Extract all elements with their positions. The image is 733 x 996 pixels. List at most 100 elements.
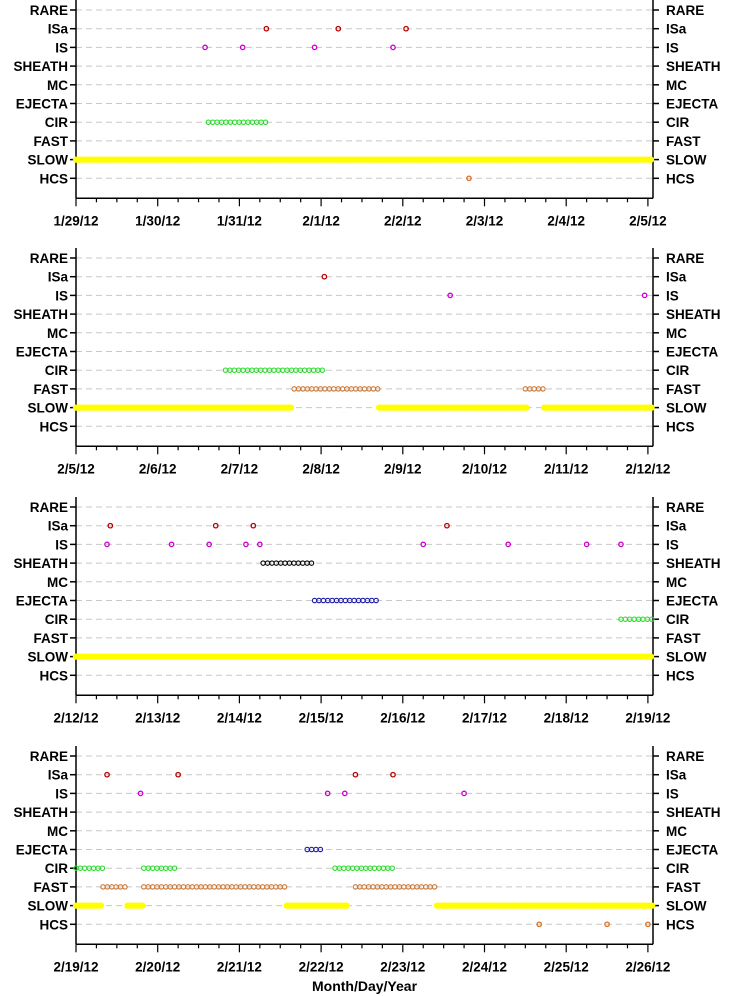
category-label-right: CIR (666, 861, 690, 876)
category-label-left: SLOW (28, 401, 69, 416)
category-label-right: EJECTA (666, 97, 719, 112)
category-label-left: SLOW (28, 153, 69, 168)
category-label-right: ISa (666, 519, 687, 534)
data-point (373, 597, 379, 604)
data-point (240, 119, 247, 125)
category-label-left: SHEATH (13, 556, 68, 571)
data-point-is (618, 541, 624, 548)
data-point (99, 865, 106, 871)
category-label-right: IS (666, 537, 679, 552)
category-label-left: SHEATH (13, 805, 68, 820)
category-label-right: ISa (666, 270, 687, 285)
data-point-isa (104, 771, 110, 778)
x-tick-label: 2/18/12 (544, 710, 589, 725)
data-point-is (461, 790, 467, 797)
data-point-hcs (466, 175, 472, 182)
segment-slow (375, 404, 530, 411)
data-point (281, 884, 288, 890)
category-label-right: IS (666, 786, 679, 801)
data-point (317, 846, 324, 853)
category-label-right: SLOW (666, 899, 707, 914)
segment-cir (332, 865, 395, 871)
x-tick-label: 2/2/12 (384, 213, 422, 228)
category-label-right: RARE (666, 500, 704, 515)
data-point-is (420, 541, 427, 548)
category-label-right: HCS (666, 917, 695, 932)
data-point (523, 404, 530, 411)
data-point-is (341, 790, 348, 797)
data-point-isa (263, 25, 270, 32)
category-label-right: MC (666, 78, 687, 93)
data-point (211, 884, 217, 890)
category-label-right: ISa (666, 22, 687, 37)
category-label-left: MC (47, 78, 68, 93)
category-label-right: IS (666, 40, 679, 55)
data-point-is (137, 790, 144, 797)
category-label-right: SHEATH (666, 307, 721, 322)
category-label-left: IS (55, 537, 68, 552)
data-point-is (202, 44, 208, 51)
category-label-right: MC (666, 824, 687, 839)
category-label-right: RARE (666, 749, 704, 764)
x-tick-label: 2/25/12 (544, 959, 589, 974)
data-point (540, 386, 546, 392)
data-point (141, 884, 147, 890)
category-label-right: CIR (666, 115, 690, 130)
category-label-right: FAST (666, 134, 701, 149)
category-label-right: RARE (666, 251, 704, 266)
data-point (389, 865, 395, 871)
data-point (330, 386, 337, 392)
x-axis-label: Month/Day/Year (312, 978, 418, 994)
category-label-left: CIR (45, 861, 69, 876)
data-point-hcs (645, 921, 651, 928)
data-point (319, 367, 326, 373)
data-point-isa (390, 771, 396, 778)
category-label-right: SHEATH (666, 556, 721, 571)
data-point (648, 902, 656, 909)
category-label-left: HCS (39, 668, 68, 683)
segment-slow (72, 404, 295, 411)
data-point (341, 865, 347, 871)
x-tick-label: 1/30/12 (135, 213, 180, 228)
x-tick-label: 2/12/12 (625, 461, 670, 476)
data-point-isa (335, 25, 342, 32)
data-point (291, 560, 297, 566)
data-point-is (168, 541, 175, 548)
category-label-right: SHEATH (666, 805, 721, 820)
category-label-right: EJECTA (666, 843, 719, 858)
category-label-left: RARE (30, 749, 68, 764)
segment-slow (72, 902, 105, 909)
data-point (231, 367, 238, 373)
category-label-right: SLOW (666, 650, 707, 665)
x-tick-label: 2/17/12 (462, 710, 507, 725)
data-point (647, 156, 655, 163)
panel-3: RARE RARE ISa ISa IS IS SHEATH SHEATH MC MC EJECTA… (13, 497, 721, 725)
x-tick-label: 2/19/12 (625, 710, 670, 725)
category-label-right: CIR (666, 363, 690, 378)
segment-slow (72, 156, 655, 163)
segment-cir (141, 865, 178, 871)
category-label-left: SLOW (28, 650, 69, 665)
data-point (141, 865, 147, 871)
category-label-left: IS (55, 40, 68, 55)
data-point-is (256, 541, 263, 548)
data-point (648, 616, 655, 622)
category-label-left: RARE (30, 251, 68, 266)
x-tick-label: 2/14/12 (217, 710, 262, 725)
data-point (90, 865, 97, 871)
data-point (287, 404, 295, 411)
segment-slow (540, 404, 655, 411)
segment-fast (291, 386, 381, 392)
data-point-is (206, 541, 213, 548)
x-tick-label: 2/6/12 (139, 461, 177, 476)
category-label-right: MC (666, 575, 687, 590)
data-point (291, 386, 297, 392)
segment-fast (141, 884, 288, 890)
category-label-left: FAST (33, 631, 68, 646)
category-label-left: FAST (33, 382, 68, 397)
category-label-left: EJECTA (16, 97, 69, 112)
data-point (531, 386, 537, 392)
data-point-is (311, 44, 318, 51)
category-label-left: EJECTA (16, 594, 69, 609)
